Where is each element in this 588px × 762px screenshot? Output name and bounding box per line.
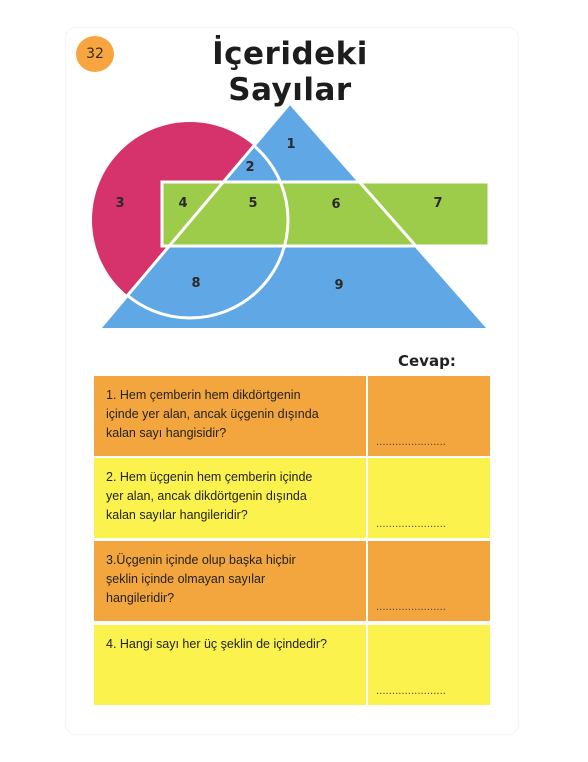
answer-dots: ...................... <box>376 602 446 613</box>
question-line: 1. Hem çemberin hem dikdörtgenin <box>106 388 301 402</box>
answer-field-1[interactable]: ...................... <box>368 376 490 456</box>
question-row-3: 3.Üçgenin içinde olup başka hiçbir şekli… <box>94 541 490 621</box>
question-3: 3.Üçgenin içinde olup başka hiçbir şekli… <box>94 541 366 621</box>
region-label-8: 8 <box>191 276 200 291</box>
region-label-2: 2 <box>245 160 254 175</box>
region-label-9: 9 <box>334 278 343 293</box>
question-row-2: 2. Hem üçgenin hem çemberin içinde yer a… <box>94 458 490 538</box>
region-label-4: 4 <box>178 196 187 211</box>
question-line: yer alan, ancak dikdörtgenin dışında <box>106 489 307 503</box>
triangle-outline <box>98 100 490 329</box>
answer-field-4[interactable]: ...................... <box>368 625 490 705</box>
answer-dots: ...................... <box>376 437 446 448</box>
answer-field-3[interactable]: ...................... <box>368 541 490 621</box>
question-line: hangileridir? <box>106 591 175 605</box>
page-number: 32 <box>86 46 104 62</box>
answer-dots: ...................... <box>376 519 446 530</box>
question-line: 3.Üçgenin içinde olup başka hiçbir <box>106 553 296 567</box>
region-label-7: 7 <box>433 196 442 211</box>
question-row-1: 1. Hem çemberin hem dikdörtgenin içinde … <box>94 376 490 456</box>
answer-heading: Cevap: <box>398 352 456 370</box>
question-2: 2. Hem üçgenin hem çemberin içinde yer a… <box>94 458 366 538</box>
region-label-3: 3 <box>115 196 124 211</box>
question-line: şeklin içinde olmayan sayılar <box>106 572 266 586</box>
page-number-badge: 32 <box>76 36 114 72</box>
answer-dots: ...................... <box>376 686 446 697</box>
question-line: kalan sayılar hangileridir? <box>106 508 248 522</box>
region-label-1: 1 <box>286 137 295 152</box>
rectangle-shape <box>162 182 489 246</box>
region-label-6: 6 <box>331 197 340 212</box>
question-4: 4. Hangi sayı her üç şeklin de içindedir… <box>94 625 366 705</box>
question-line: 2. Hem üçgenin hem çemberin içinde <box>106 470 313 484</box>
answer-field-2[interactable]: ...................... <box>368 458 490 538</box>
question-1: 1. Hem çemberin hem dikdörtgenin içinde … <box>94 376 366 456</box>
question-line: içinde yer alan, ancak üçgenin dışında <box>106 407 319 421</box>
question-line: 4. Hangi sayı her üç şeklin de içindedir… <box>106 637 327 651</box>
question-line: kalan sayı hangisidir? <box>106 426 227 440</box>
region-label-5: 5 <box>248 196 257 211</box>
question-row-4: 4. Hangi sayı her üç şeklin de içindedir… <box>94 625 490 705</box>
